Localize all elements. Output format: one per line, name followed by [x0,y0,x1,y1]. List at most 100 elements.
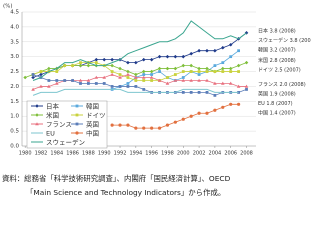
data-point [165,54,170,59]
data-point [173,54,178,59]
legend-label: 米国 [46,111,59,120]
data-point [173,120,177,124]
y-tick-label: 1.5 [10,99,19,105]
data-point [150,73,154,76]
data-point [181,78,186,82]
x-tick-label: 1986 [66,151,79,157]
data-point [236,84,241,88]
data-point [220,81,225,85]
y-tick-label: 2.5 [10,69,19,75]
data-point [86,63,91,68]
data-point [126,72,130,76]
data-point [79,82,82,85]
data-point [220,66,225,71]
data-point [213,70,217,73]
data-point [229,102,233,106]
series-line [32,20,247,81]
end-label: EU 1.8 (2007) [258,101,293,107]
end-label: 米国 2.8 (2008) [258,57,296,64]
y-tick-label: 2.0 [10,84,19,90]
data-point [55,70,59,73]
data-point [189,51,193,56]
data-point [221,61,225,65]
legend-label: スウェーデン [46,138,85,147]
legend-label: 韓国 [86,102,99,111]
x-tick-label: 2000 [177,151,190,157]
legend-marker [75,104,79,108]
data-point [166,76,169,79]
data-point [157,126,162,130]
data-point [141,69,146,74]
data-point [189,70,193,73]
data-point [181,54,186,59]
legend-marker [75,122,79,126]
data-point [213,93,217,97]
data-point [47,84,51,88]
end-label: フランス 2.0 (2008) [258,82,306,88]
data-point [110,57,114,62]
data-point [47,66,51,71]
data-point [205,48,209,53]
x-tick-label: 2008 [240,151,253,157]
legend-label: 日本 [46,102,60,111]
x-tick-label: 2004 [209,151,222,157]
data-point [173,66,178,71]
data-point [229,55,233,59]
legend-marker [75,131,79,135]
x-tick-label: 1982 [35,151,48,157]
end-label: 中国 1.4 (2007) [258,109,296,116]
data-point [142,88,146,91]
source-line: 「Main Science and Technology Indicators」… [26,188,225,197]
data-point [118,73,122,76]
data-point [55,79,59,82]
data-point [118,75,122,79]
data-point [63,79,67,82]
data-point [110,123,114,127]
data-point [102,75,107,79]
data-point [87,82,90,85]
y-unit: (%) [3,4,13,10]
data-point [165,66,170,71]
data-point [197,48,201,53]
data-point [221,70,225,73]
data-point [94,61,98,65]
y-tick-label: 0.0 [10,144,19,150]
data-point [237,102,241,106]
data-point [197,78,201,82]
y-tick-label: 1.0 [10,114,19,120]
data-point [23,75,27,80]
data-point [134,79,138,82]
x-tick-label: 1994 [129,151,142,157]
data-point [213,48,217,53]
data-point [157,66,162,71]
legend-label: 中国 [86,129,99,138]
data-point [78,63,83,68]
data-point [197,66,201,71]
data-point [134,60,138,65]
y-tick-label: 0.5 [10,129,19,135]
x-tick-label: 2002 [193,151,206,157]
data-point [94,82,98,85]
data-point [110,85,114,88]
data-point [244,60,249,65]
y-tick-label: 3.5 [10,39,19,45]
data-point [39,72,43,77]
data-point [39,84,43,88]
data-point [126,69,130,74]
data-point [102,82,106,85]
data-point [205,78,209,82]
data-point [157,78,162,82]
data-point [205,66,209,71]
data-point [213,64,217,67]
end-label: 韓国 3.2 (2007) [258,46,296,53]
data-point [205,111,209,115]
data-point [126,76,130,79]
data-point [197,91,201,94]
data-point [39,70,43,73]
data-point [118,85,122,88]
x-tick-label: 1996 [145,151,158,157]
legend-label: EU [46,130,55,138]
data-point [141,75,146,79]
data-point [118,123,122,127]
data-point [173,78,178,82]
